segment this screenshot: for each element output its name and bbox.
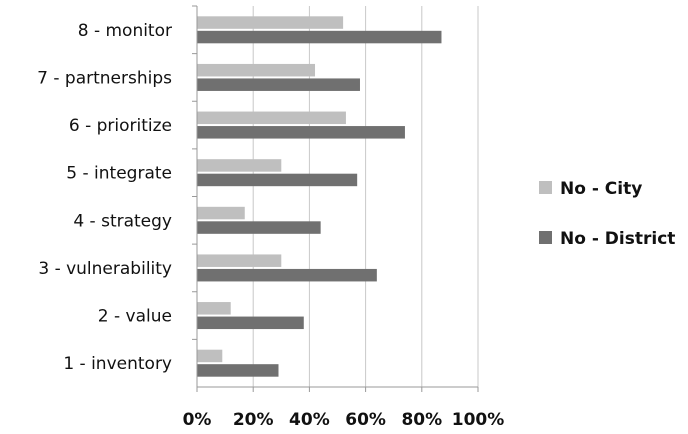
bar-no-district-4 bbox=[197, 221, 321, 234]
bar-no-district-5 bbox=[197, 173, 358, 187]
bars bbox=[197, 16, 442, 377]
category-label: 2 - value bbox=[98, 307, 172, 327]
category-label: 4 - strategy bbox=[73, 211, 172, 231]
gridlines bbox=[252, 6, 479, 387]
bar-no-city-7 bbox=[197, 63, 316, 77]
bar-no-city-2 bbox=[197, 302, 231, 315]
legend-swatch bbox=[539, 181, 552, 194]
legend: No - City No - District bbox=[539, 179, 675, 249]
category-label: 6 - prioritize bbox=[69, 116, 172, 136]
x-tick-label: 60% bbox=[345, 410, 386, 430]
bar-no-city-4 bbox=[197, 206, 245, 220]
bar-no-district-3 bbox=[197, 268, 377, 282]
bar-no-city-1 bbox=[197, 349, 223, 363]
axes bbox=[192, 5, 479, 392]
category-label: 7 - partnerships bbox=[37, 68, 172, 88]
bar-no-district-8 bbox=[197, 30, 442, 44]
bar-no-district-7 bbox=[197, 78, 360, 91]
bar-no-city-3 bbox=[197, 254, 282, 267]
legend-label: No - District bbox=[560, 229, 675, 249]
x-tick-labels: 0% 20% 40% 60% 80% 100% bbox=[183, 410, 505, 430]
x-tick-label: 40% bbox=[289, 410, 330, 430]
x-tick-label: 0% bbox=[183, 410, 212, 430]
bar-no-district-2 bbox=[197, 316, 304, 330]
category-label: 5 - integrate bbox=[66, 164, 172, 184]
bar-no-city-8 bbox=[197, 16, 344, 29]
x-tick-label: 100% bbox=[452, 410, 505, 430]
legend-swatch bbox=[539, 231, 552, 244]
x-tick-label: 20% bbox=[233, 410, 274, 430]
bar-no-district-6 bbox=[197, 126, 405, 139]
bar-no-city-5 bbox=[197, 159, 282, 172]
category-label: 1 - inventory bbox=[63, 354, 172, 374]
legend-label: No - City bbox=[560, 179, 642, 199]
bar-no-city-6 bbox=[197, 111, 346, 125]
category-label: 3 - vulnerability bbox=[38, 259, 172, 279]
category-labels: 1 - inventory 2 - value 3 - vulnerability 4… bbox=[37, 21, 172, 374]
category-label: 8 - monitor bbox=[78, 21, 172, 41]
bar-no-district-1 bbox=[197, 364, 279, 377]
x-tick-label: 80% bbox=[401, 410, 442, 430]
